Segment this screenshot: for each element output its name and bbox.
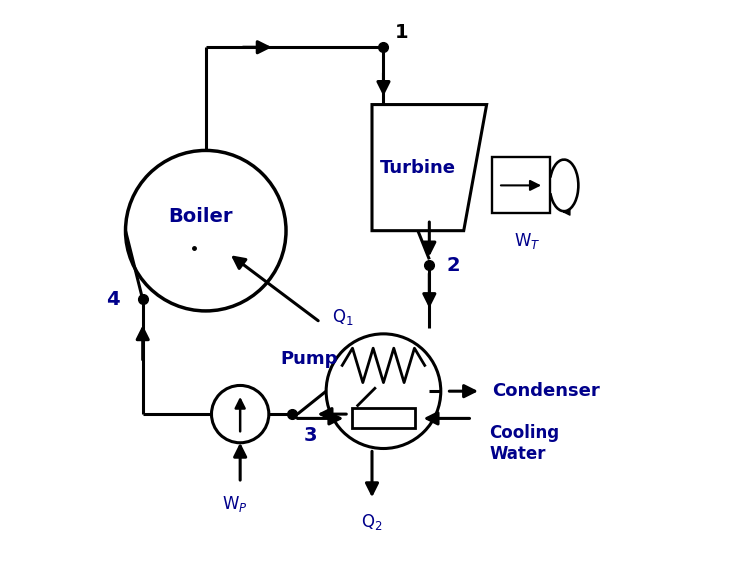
Text: Pump: Pump bbox=[280, 350, 338, 368]
Text: 1: 1 bbox=[395, 22, 408, 41]
Bar bbox=[493, 157, 550, 214]
Text: Boiler: Boiler bbox=[168, 207, 232, 226]
Text: W$_T$: W$_T$ bbox=[513, 230, 540, 251]
Text: 3: 3 bbox=[304, 426, 317, 445]
Text: 2: 2 bbox=[446, 256, 460, 275]
Text: W$_P$: W$_P$ bbox=[222, 494, 247, 514]
Text: Turbine: Turbine bbox=[380, 158, 456, 177]
Text: 4: 4 bbox=[106, 290, 120, 309]
Text: Cooling
Water: Cooling Water bbox=[490, 424, 559, 463]
Text: Q$_2$: Q$_2$ bbox=[362, 511, 382, 532]
Text: Condenser: Condenser bbox=[493, 382, 600, 400]
Text: Q$_1$: Q$_1$ bbox=[332, 306, 353, 327]
Bar bbox=[352, 408, 415, 429]
